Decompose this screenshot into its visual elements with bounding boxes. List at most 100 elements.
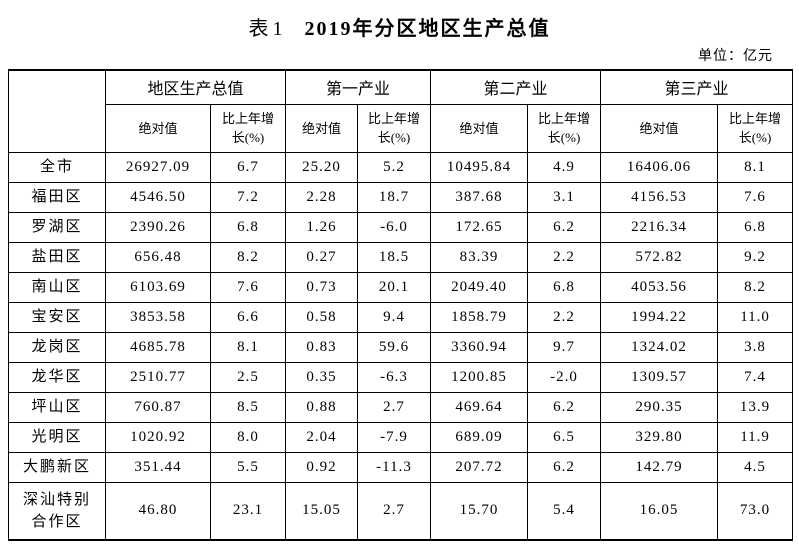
value-cell: 8.2 xyxy=(717,271,794,303)
table-row: 龙华区 2510.77 2.5 0.35 -6.3 1200.85 -2.0 1309.57 7… xyxy=(8,361,794,393)
value-cell: 1309.57 xyxy=(600,361,719,393)
table-row: 深汕特别合作区 46.80 23.1 15.05 2.7 15.70 5.4 16.05 73.… xyxy=(8,481,794,541)
value-cell: 2.04 xyxy=(285,421,359,453)
value-cell: 207.72 xyxy=(430,451,529,483)
table-title: 表1 2019年分区地区生产总值 xyxy=(0,16,799,42)
table-number-label: 表1 xyxy=(248,18,287,40)
table-row: 福田区 4546.50 7.2 2.28 18.7 387.68 3.1 4156.53 7.6 xyxy=(8,181,794,213)
region-cell: 龙华区 xyxy=(8,361,106,393)
value-cell: -6.3 xyxy=(357,361,432,393)
value-cell: 8.1 xyxy=(209,331,287,363)
table-row: 龙岗区 4685.78 8.1 0.83 59.6 3360.94 9.7 1324.02 3.… xyxy=(8,331,794,363)
table-row: 南山区 6103.69 7.6 0.73 20.1 2049.40 6.8 4053.56 8.… xyxy=(8,271,794,303)
col-header-growth: 比上年增长(%) xyxy=(209,103,287,153)
region-cell: 宝安区 xyxy=(8,301,106,333)
value-cell: 8.2 xyxy=(209,241,287,273)
group-header-gdp: 地区生产总值 xyxy=(104,69,287,105)
table-row: 光明区 1020.92 8.0 2.04 -7.9 689.09 6.5 329.80 11.9 xyxy=(8,421,794,453)
value-cell: 25.20 xyxy=(285,151,359,183)
region-cell: 深汕特别合作区 xyxy=(8,481,106,541)
value-cell: 2049.40 xyxy=(430,271,529,303)
value-cell: 290.35 xyxy=(600,391,719,423)
value-cell: 2.7 xyxy=(357,481,432,541)
value-cell: 6103.69 xyxy=(105,271,211,303)
value-cell: 7.6 xyxy=(209,271,287,303)
value-cell: 142.79 xyxy=(600,451,719,483)
value-cell: 6.2 xyxy=(527,211,602,243)
value-cell: 2.7 xyxy=(357,391,432,423)
value-cell: 5.2 xyxy=(357,151,432,183)
value-cell: 6.5 xyxy=(527,421,602,453)
value-cell: 6.6 xyxy=(209,301,287,333)
value-cell: 2.5 xyxy=(209,361,287,393)
value-cell: 15.05 xyxy=(285,481,359,541)
value-cell: 7.2 xyxy=(209,181,287,213)
value-cell: 2.2 xyxy=(527,301,602,333)
value-cell: 8.1 xyxy=(717,151,794,183)
value-cell: 760.87 xyxy=(105,391,211,423)
value-cell: 0.73 xyxy=(285,271,359,303)
table-row: 全市 26927.09 6.7 25.20 5.2 10495.84 4.9 16406.06… xyxy=(8,151,794,183)
value-cell: 5.5 xyxy=(209,451,287,483)
value-cell: 8.0 xyxy=(209,421,287,453)
value-cell: 3.8 xyxy=(717,331,794,363)
region-cell: 光明区 xyxy=(8,421,106,453)
value-cell: 3360.94 xyxy=(430,331,529,363)
value-cell: 329.80 xyxy=(600,421,719,453)
value-cell: 16.05 xyxy=(600,481,719,541)
value-cell: -2.0 xyxy=(527,361,602,393)
region-cell: 大鹏新区 xyxy=(8,451,106,483)
group-header-primary: 第一产业 xyxy=(285,69,432,105)
value-cell: 2.2 xyxy=(527,241,602,273)
value-cell: -7.9 xyxy=(357,421,432,453)
value-cell: 20.1 xyxy=(357,271,432,303)
value-cell: 2390.26 xyxy=(105,211,211,243)
value-cell: 26927.09 xyxy=(105,151,211,183)
value-cell: 18.7 xyxy=(357,181,432,213)
value-cell: 1994.22 xyxy=(600,301,719,333)
col-header-growth: 比上年增长(%) xyxy=(717,103,794,153)
value-cell: 6.8 xyxy=(527,271,602,303)
value-cell: 656.48 xyxy=(105,241,211,273)
value-cell: 7.6 xyxy=(717,181,794,213)
value-cell: 9.2 xyxy=(717,241,794,273)
table-row: 盐田区 656.48 8.2 0.27 18.5 83.39 2.2 572.82 9.2 xyxy=(8,241,794,273)
table-body: 全市 26927.09 6.7 25.20 5.2 10495.84 4.9 16406.06… xyxy=(8,151,794,541)
value-cell: 689.09 xyxy=(430,421,529,453)
value-cell: 1200.85 xyxy=(430,361,529,393)
value-cell: 4546.50 xyxy=(105,181,211,213)
value-cell: 0.92 xyxy=(285,451,359,483)
value-cell: 3.1 xyxy=(527,181,602,213)
value-cell: 8.5 xyxy=(209,391,287,423)
value-cell: 2216.34 xyxy=(600,211,719,243)
group-header-secondary: 第二产业 xyxy=(430,69,602,105)
gdp-by-district-table: 地区生产总值 第一产业 第二产业 第三产业 绝对值 比上年增长(%) 绝对值 比… xyxy=(8,69,794,541)
region-cell: 罗湖区 xyxy=(8,211,106,243)
value-cell: 172.65 xyxy=(430,211,529,243)
value-cell: 5.4 xyxy=(527,481,602,541)
value-cell: 16406.06 xyxy=(600,151,719,183)
value-cell: 2510.77 xyxy=(105,361,211,393)
value-cell: 6.2 xyxy=(527,451,602,483)
sub-header-row: 绝对值 比上年增长(%) 绝对值 比上年增长(%) 绝对值 比上年增长(%) 绝… xyxy=(9,103,794,153)
value-cell: 0.35 xyxy=(285,361,359,393)
value-cell: -6.0 xyxy=(357,211,432,243)
value-cell: 1858.79 xyxy=(430,301,529,333)
value-cell: 0.27 xyxy=(285,241,359,273)
region-cell: 福田区 xyxy=(8,181,106,213)
value-cell: 59.6 xyxy=(357,331,432,363)
table-row: 坪山区 760.87 8.5 0.88 2.7 469.64 6.2 290.35 13.9 xyxy=(8,391,794,423)
value-cell: 3853.58 xyxy=(105,301,211,333)
value-cell: 15.70 xyxy=(430,481,529,541)
value-cell: 46.80 xyxy=(105,481,211,541)
col-header-absolute: 绝对值 xyxy=(600,103,719,153)
value-cell: 83.39 xyxy=(430,241,529,273)
value-cell: 0.88 xyxy=(285,391,359,423)
group-header-row: 地区生产总值 第一产业 第二产业 第三产业 xyxy=(8,69,794,153)
table-row: 宝安区 3853.58 6.6 0.58 9.4 1858.79 2.2 1994.22 11.… xyxy=(8,301,794,333)
value-cell: 4156.53 xyxy=(600,181,719,213)
value-cell: 1.26 xyxy=(285,211,359,243)
region-cell: 龙岗区 xyxy=(8,331,106,363)
table-row: 罗湖区 2390.26 6.8 1.26 -6.0 172.65 6.2 2216.34 6.8 xyxy=(8,211,794,243)
